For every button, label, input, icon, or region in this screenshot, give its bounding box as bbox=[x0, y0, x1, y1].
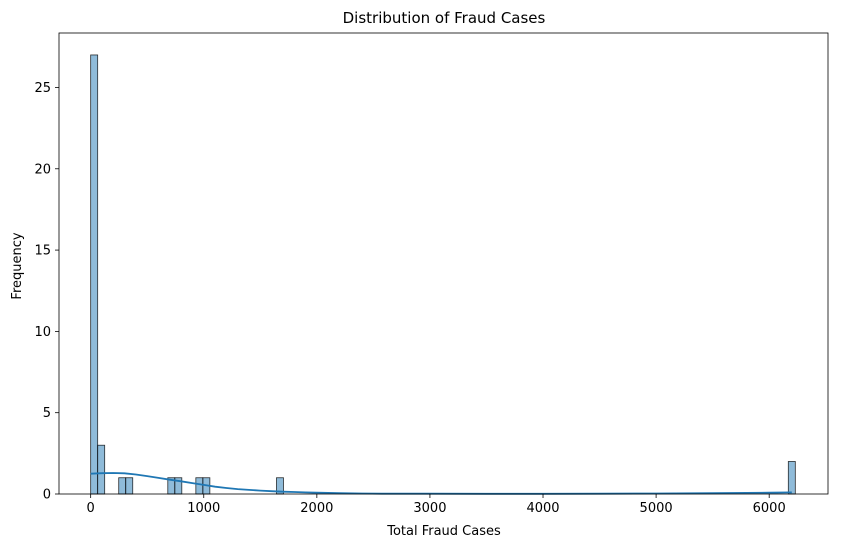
histogram-bars bbox=[90, 54, 796, 495]
histogram-bar-2 bbox=[118, 477, 127, 495]
x-tick-label: 6000 bbox=[753, 501, 786, 516]
x-tick-label: 2000 bbox=[300, 501, 333, 516]
plot-frame bbox=[58, 32, 829, 495]
y-tick-label: 20 bbox=[34, 162, 51, 177]
x-tick-label: 4000 bbox=[526, 501, 559, 516]
y-tick-label: 0 bbox=[43, 488, 51, 503]
histogram-bar-9 bbox=[787, 461, 796, 495]
y-tick-label: 15 bbox=[34, 244, 51, 259]
histogram-bar-6 bbox=[195, 477, 204, 495]
y-axis-ticks: 0 5 10 15 20 25 bbox=[34, 81, 59, 503]
chart-title: Distribution of Fraud Cases bbox=[343, 9, 546, 27]
histogram-bar-0 bbox=[90, 54, 99, 495]
x-axis-ticks: 0 1000 2000 3000 4000 5000 6000 bbox=[87, 494, 786, 516]
y-tick-label: 5 bbox=[43, 406, 51, 421]
y-tick-label: 10 bbox=[34, 325, 51, 340]
x-axis-label: Total Fraud Cases bbox=[386, 524, 501, 539]
x-tick-label: 1000 bbox=[187, 501, 220, 516]
histogram-bar-1 bbox=[97, 444, 106, 495]
x-tick-label: 0 bbox=[87, 501, 95, 516]
x-tick-label: 5000 bbox=[640, 501, 673, 516]
y-tick-label: 25 bbox=[34, 81, 51, 96]
histogram-bar-3 bbox=[125, 477, 134, 495]
x-tick-label: 3000 bbox=[413, 501, 446, 516]
y-axis-label: Frequency bbox=[10, 232, 25, 299]
